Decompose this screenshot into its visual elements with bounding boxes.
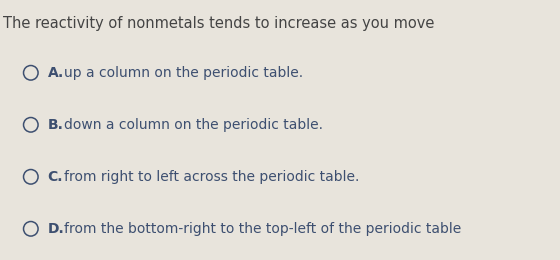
Text: C.: C. xyxy=(48,170,63,184)
Text: down a column on the periodic table.: down a column on the periodic table. xyxy=(64,118,323,132)
Text: The reactivity of nonmetals tends to increase as you move: The reactivity of nonmetals tends to inc… xyxy=(3,16,434,31)
Text: from the bottom-right to the top-left of the periodic table: from the bottom-right to the top-left of… xyxy=(64,222,461,236)
Text: B.: B. xyxy=(48,118,63,132)
Text: D.: D. xyxy=(48,222,64,236)
Text: A.: A. xyxy=(48,66,64,80)
Text: from right to left across the periodic table.: from right to left across the periodic t… xyxy=(64,170,360,184)
Text: up a column on the periodic table.: up a column on the periodic table. xyxy=(64,66,304,80)
